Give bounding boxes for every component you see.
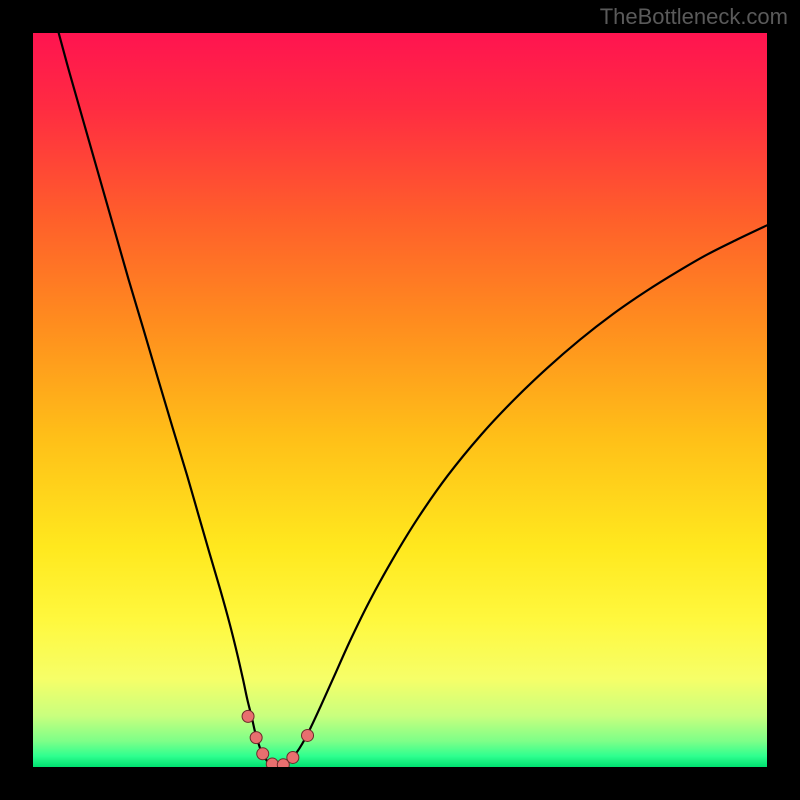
plot-area — [33, 33, 767, 767]
curve-marker — [242, 710, 254, 722]
curve-marker — [302, 729, 314, 741]
curve-marker — [250, 732, 262, 744]
bottleneck-curve — [59, 33, 767, 767]
watermark-text: TheBottleneck.com — [600, 4, 788, 30]
outer-frame: TheBottleneck.com — [0, 0, 800, 800]
curve-markers-group — [242, 710, 313, 767]
curve-marker — [257, 748, 269, 760]
curve-marker — [287, 751, 299, 763]
curve-marker — [266, 758, 278, 767]
curve-layer — [33, 33, 767, 767]
